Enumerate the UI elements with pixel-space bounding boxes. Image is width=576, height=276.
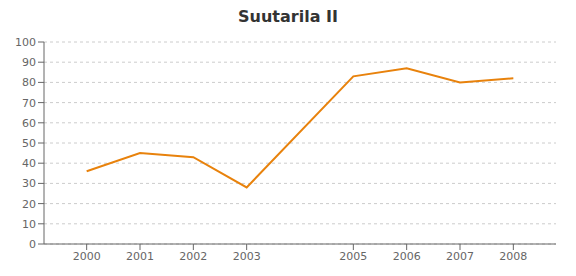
- svg-text:70: 70: [22, 97, 36, 110]
- svg-text:2007: 2007: [446, 250, 474, 263]
- svg-text:10: 10: [22, 218, 36, 231]
- svg-text:20: 20: [22, 198, 36, 211]
- svg-text:2000: 2000: [73, 250, 101, 263]
- svg-text:100: 100: [15, 36, 36, 49]
- svg-text:30: 30: [22, 177, 36, 190]
- svg-text:2001: 2001: [126, 250, 154, 263]
- svg-text:40: 40: [22, 157, 36, 170]
- svg-text:90: 90: [22, 56, 36, 69]
- svg-text:0: 0: [29, 238, 36, 251]
- svg-text:80: 80: [22, 76, 36, 89]
- svg-text:50: 50: [22, 137, 36, 150]
- svg-text:2008: 2008: [499, 250, 527, 263]
- svg-text:2002: 2002: [179, 250, 207, 263]
- svg-text:2006: 2006: [393, 250, 421, 263]
- svg-text:2003: 2003: [233, 250, 261, 263]
- html-text:Suutarila II: Suutarila II: [238, 7, 338, 26]
- svg-text:60: 60: [22, 117, 36, 130]
- svg-text:2005: 2005: [339, 250, 367, 263]
